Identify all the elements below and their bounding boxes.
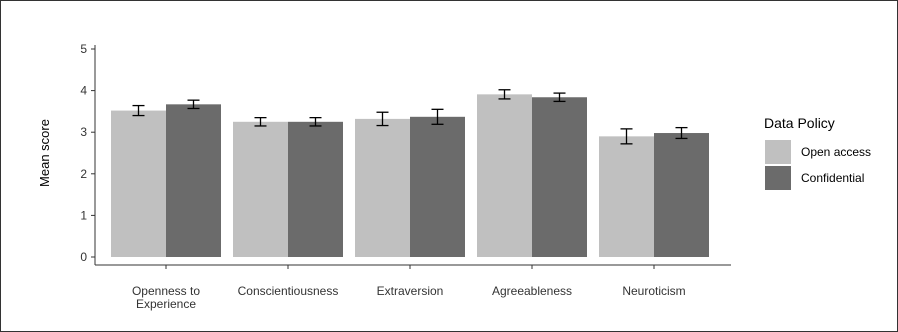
x-tick-label-2: Extraversion [377, 284, 444, 298]
bar-confidential-1 [288, 121, 343, 257]
legend-title: Data Policy [764, 115, 835, 131]
bar-open-access-4 [599, 136, 654, 257]
bar-open-access-3 [477, 94, 532, 258]
legend-label-open-access: Open access [801, 145, 871, 159]
bar-open-access-1 [233, 121, 288, 257]
y-tick-label-0: 0 [80, 250, 87, 264]
y-tick-label-3: 3 [80, 125, 87, 139]
y-tick-label-1: 1 [80, 208, 87, 222]
bar-confidential-0 [166, 104, 221, 257]
legend-swatch-open-access [765, 140, 791, 164]
y-axis-title: Mean score [37, 119, 52, 187]
bar-confidential-4 [654, 133, 709, 257]
x-tick-label-0: Openness to Experience [132, 284, 200, 311]
legend-swatch-confidential [765, 166, 791, 190]
y-tick-label-5: 5 [80, 42, 87, 56]
x-tick-label-3: Agreeableness [492, 284, 572, 298]
bar-open-access-2 [355, 118, 410, 257]
x-tick-label-4: Neuroticism [622, 284, 685, 298]
y-tick-label-2: 2 [80, 167, 87, 181]
bar-confidential-2 [410, 116, 465, 257]
legend-label-confidential: Confidential [801, 171, 864, 185]
y-tick-label-4: 4 [80, 84, 87, 98]
x-tick-label-1: Conscientiousness [238, 284, 339, 298]
bar-confidential-3 [532, 97, 587, 257]
bar-open-access-0 [111, 110, 166, 258]
